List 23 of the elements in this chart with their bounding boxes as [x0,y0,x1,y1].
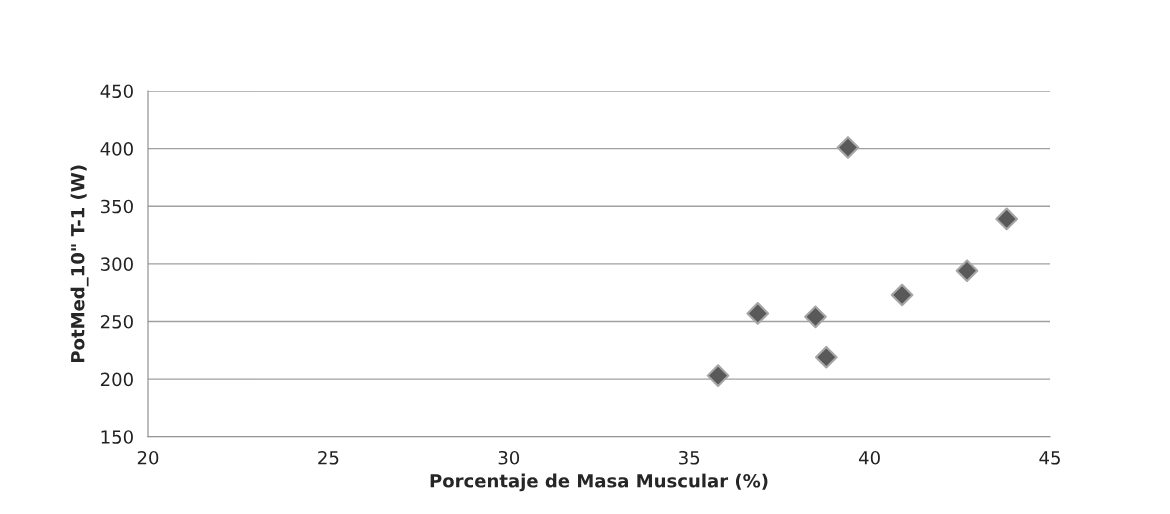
y-tick-label: 300 [101,257,133,271]
x-tick-label: 45 [1039,451,1060,465]
point [814,345,838,369]
y-tick-label: 200 [100,372,133,387]
point [836,136,860,159]
x-tick-label: 35 [679,450,700,465]
point [746,302,770,325]
point [995,207,1019,231]
x-tick-label: 40 [859,450,880,465]
point [804,305,827,329]
x-tick-label: 25 [318,450,339,465]
point [706,364,730,387]
y-tick-label: 150 [101,430,133,444]
y-tick-label: 350 [101,199,133,214]
point [890,283,914,307]
y-tick-label: 400 [100,142,133,156]
y-tick-label: 450 [100,84,133,99]
x-tick-label: 30 [498,450,520,465]
x-axis-title: Porcentaje de Masa Muscular (%) [430,473,768,492]
point [955,259,979,283]
y-tick-label: 250 [100,314,133,329]
x-tick-label: 20 [137,450,159,465]
y-axis-title: PotMed_10" T-1 (W) [70,165,89,363]
